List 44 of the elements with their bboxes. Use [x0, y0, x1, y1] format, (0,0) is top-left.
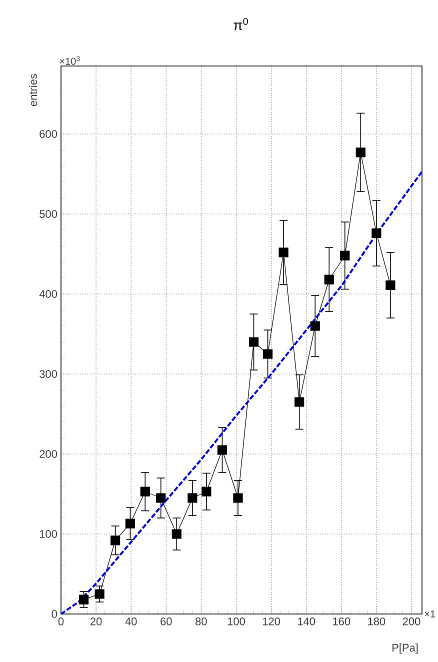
point [310, 321, 320, 331]
point [356, 148, 366, 158]
point [188, 493, 198, 503]
x-tick-label: 180 [368, 618, 386, 626]
y-tick-label: 300 [40, 370, 58, 378]
point [140, 486, 150, 496]
x-tick-label: 120 [262, 618, 280, 626]
text: ×10$^{3}$ [60, 56, 80, 65]
x-tick-label: 20 [90, 618, 102, 626]
point [202, 486, 212, 496]
point [278, 248, 288, 258]
point [172, 529, 182, 539]
point [110, 536, 120, 546]
point [386, 280, 396, 290]
x-tick-label: 80 [196, 618, 207, 626]
point [262, 349, 273, 359]
y-tick-label: 500 [40, 210, 58, 218]
point [340, 250, 350, 260]
point [372, 228, 382, 238]
y-tick-label: 100 [40, 530, 58, 538]
x-tick-label: 0 [58, 618, 64, 626]
point [324, 274, 334, 284]
point [156, 493, 166, 503]
point [125, 518, 136, 528]
y-axis-title: entries [28, 74, 38, 106]
y-tick-label: 200 [40, 450, 58, 458]
x-tick-label: 60 [160, 618, 172, 626]
point [217, 445, 228, 455]
point [294, 397, 304, 407]
x-tick-label: 40 [125, 618, 137, 626]
x-tick-label: 140 [298, 618, 316, 626]
y-tick-label: 400 [39, 290, 58, 298]
x-tick-label: 100 [228, 618, 245, 626]
chart-title: π$^{0}$ [234, 18, 248, 30]
point [233, 493, 243, 503]
text: ×1 [424, 610, 436, 618]
y-tick-label: 0 [52, 610, 58, 618]
x-tick-label: 200 [402, 618, 420, 626]
point [94, 589, 104, 599]
y-tick-label: 600 [40, 130, 58, 138]
x-tick-label: 160 [333, 618, 350, 626]
point [78, 594, 89, 604]
point [248, 337, 259, 347]
x-axis-title: P[Pa] [392, 644, 418, 654]
